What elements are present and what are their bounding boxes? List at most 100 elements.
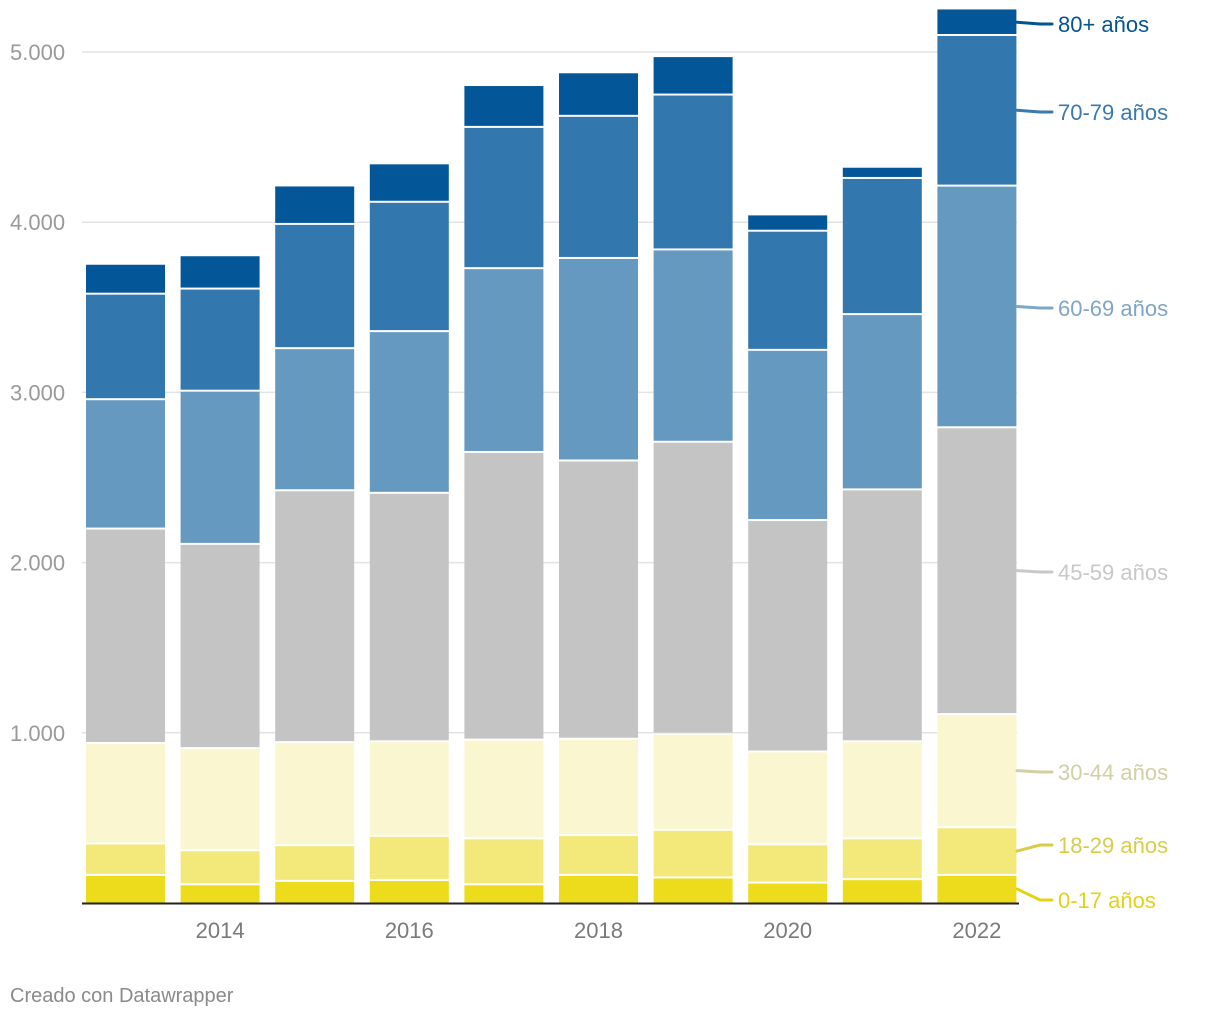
bar-2016-0-17-a-os	[369, 881, 449, 903]
bar-2018-70-79-a-os	[559, 116, 638, 257]
bar-2016-18-29-a-os	[369, 836, 449, 880]
bar-2021-45-59-a-os	[842, 490, 922, 741]
bar-2017-60-69-a-os	[464, 269, 544, 451]
series-label: 60-69 años	[1058, 296, 1168, 321]
bar-2015-80-a-os	[275, 186, 355, 223]
bar-2020-70-79-a-os	[748, 231, 828, 349]
bar-2019-30-44-a-os	[653, 734, 733, 829]
series-leader-line	[1015, 769, 1054, 774]
bar-2016-70-79-a-os	[369, 202, 449, 331]
series-leader-line	[1015, 108, 1054, 114]
series-leader-line	[1015, 569, 1054, 574]
bar-2018-60-69-a-os	[559, 258, 638, 460]
y-tick-label: 5.000	[10, 40, 65, 65]
bar-2017-18-29-a-os	[464, 839, 544, 884]
bar-2013-45-59-a-os	[86, 529, 165, 743]
y-tick-label: 1.000	[10, 721, 65, 746]
bar-2019-0-17-a-os	[653, 878, 733, 903]
bar-2019-80-a-os	[653, 57, 733, 94]
bar-2020-0-17-a-os	[748, 883, 828, 903]
bar-2013-70-79-a-os	[86, 294, 165, 399]
x-tick-label: 2016	[385, 918, 434, 943]
series-label: 30-44 años	[1058, 760, 1168, 785]
bar-2021-80-a-os	[842, 167, 922, 177]
series-leader-line	[1015, 304, 1054, 310]
bar-2020-18-29-a-os	[748, 845, 828, 882]
bar-2014-60-69-a-os	[180, 391, 260, 543]
x-axis-ticks: 2014 2016 2018 2020 2022	[196, 918, 1002, 943]
x-tick-label: 2018	[574, 918, 623, 943]
series-leader-line	[1015, 843, 1054, 853]
bar-2014-30-44-a-os	[180, 749, 260, 850]
bar-2021-18-29-a-os	[842, 839, 922, 879]
bar-2022-18-29-a-os	[937, 828, 1017, 874]
bar-2013-60-69-a-os	[86, 400, 165, 528]
y-axis-ticks: 1.000 2.000 3.000 4.000 5.000	[10, 40, 65, 746]
x-tick-label: 2020	[763, 918, 812, 943]
bar-2015-45-59-a-os	[275, 491, 355, 742]
bar-2015-70-79-a-os	[275, 224, 355, 348]
bar-2019-18-29-a-os	[653, 830, 733, 877]
bar-2015-18-29-a-os	[275, 846, 355, 880]
bar-2015-30-44-a-os	[275, 743, 355, 845]
y-tick-label: 4.000	[10, 210, 65, 235]
bar-2014-0-17-a-os	[180, 885, 260, 903]
bar-2013-30-44-a-os	[86, 744, 165, 843]
series-leader-line	[1015, 887, 1054, 902]
bar-2018-45-59-a-os	[559, 461, 638, 738]
bar-2015-0-17-a-os	[275, 881, 355, 903]
x-tick-label: 2022	[952, 918, 1001, 943]
chart-credit: Creado con Datawrapper	[10, 985, 234, 1007]
bar-2022-45-59-a-os	[937, 428, 1017, 714]
bar-2022-80-a-os	[937, 9, 1017, 34]
bar-2013-18-29-a-os	[86, 844, 165, 874]
series-label: 18-29 años	[1058, 833, 1168, 858]
x-tick-label: 2014	[196, 918, 245, 943]
bar-2020-30-44-a-os	[748, 752, 828, 844]
series-label: 70-79 años	[1058, 100, 1168, 125]
bar-2013-0-17-a-os	[86, 875, 165, 903]
series-label: 0-17 años	[1058, 888, 1156, 913]
bar-2022-30-44-a-os	[937, 715, 1017, 827]
bar-2017-30-44-a-os	[464, 740, 544, 838]
bar-2016-45-59-a-os	[369, 493, 449, 741]
bar-2021-70-79-a-os	[842, 178, 922, 314]
bar-2020-60-69-a-os	[748, 350, 828, 520]
bar-2018-30-44-a-os	[559, 739, 638, 834]
bar-2019-70-79-a-os	[653, 95, 733, 249]
bar-2020-80-a-os	[748, 215, 828, 230]
bar-2022-60-69-a-os	[937, 186, 1017, 427]
bar-2016-80-a-os	[369, 164, 449, 201]
bar-2016-60-69-a-os	[369, 332, 449, 492]
bar-segments	[86, 9, 1017, 903]
bar-2018-80-a-os	[559, 73, 638, 115]
bar-2014-70-79-a-os	[180, 289, 260, 390]
bar-2017-0-17-a-os	[464, 885, 544, 903]
bar-2018-18-29-a-os	[559, 835, 638, 874]
bar-2021-30-44-a-os	[842, 742, 922, 838]
y-tick-label: 2.000	[10, 551, 65, 576]
bar-2014-80-a-os	[180, 256, 260, 288]
bar-2017-80-a-os	[464, 86, 544, 126]
series-leader-line	[1015, 20, 1054, 26]
series-label: 45-59 años	[1058, 560, 1168, 585]
bar-2021-0-17-a-os	[842, 880, 922, 903]
bar-2017-45-59-a-os	[464, 452, 544, 739]
bar-2018-0-17-a-os	[559, 875, 638, 903]
bar-2022-0-17-a-os	[937, 875, 1017, 903]
bar-2015-60-69-a-os	[275, 349, 355, 490]
bar-2016-30-44-a-os	[369, 742, 449, 835]
bar-2019-60-69-a-os	[653, 250, 733, 441]
bar-2022-70-79-a-os	[937, 35, 1017, 185]
series-labels: 0-17 años 18-29 años 30-44 años 45-59 años 6…	[1015, 12, 1168, 913]
bar-2020-45-59-a-os	[748, 521, 828, 751]
bar-2014-45-59-a-os	[180, 544, 260, 748]
bar-2017-70-79-a-os	[464, 127, 544, 268]
series-label: 80+ años	[1058, 12, 1149, 37]
bar-2019-45-59-a-os	[653, 442, 733, 733]
bar-2013-80-a-os	[86, 264, 165, 293]
bar-2014-18-29-a-os	[180, 851, 260, 884]
bar-2021-60-69-a-os	[842, 315, 922, 489]
